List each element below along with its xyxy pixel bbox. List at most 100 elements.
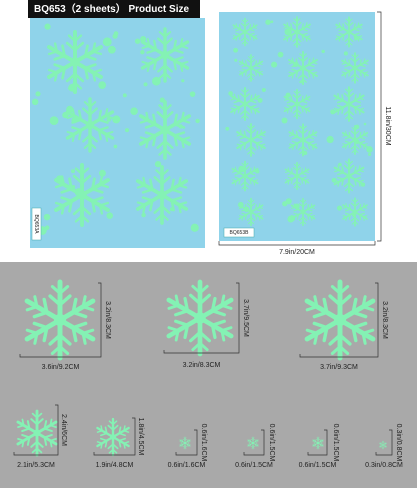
snowflakes [31, 17, 373, 235]
dimension-line [175, 429, 198, 456]
snow-dot [270, 20, 274, 24]
snow-dot [354, 124, 360, 130]
snow-dot [360, 182, 366, 187]
snow-dot [130, 107, 138, 115]
height-label: 0.6in/1.6CM [200, 424, 207, 462]
snow-dot [363, 122, 367, 126]
snow-dot [299, 80, 303, 84]
snow-dot [44, 23, 51, 30]
snow-dot [257, 97, 263, 103]
snow-dot [225, 126, 230, 131]
items: 3.6in/9.2CM 3.2in/8.3CM 3.2in/8.3CM 3.7in/9… [13, 282, 403, 469]
dimension-line [218, 241, 376, 246]
snow-dot [284, 28, 292, 36]
snow-dot [159, 97, 165, 103]
snow-dot [265, 19, 271, 25]
snow-dot [228, 91, 234, 96]
width-label: 3.7in/9.3CM [320, 364, 358, 371]
height-label: 2.4in/6CM [60, 414, 67, 446]
snow-dot [321, 49, 325, 54]
header-box [28, 0, 200, 18]
snow-dot [336, 205, 343, 211]
width-label: 3.6in/9.2CM [42, 364, 80, 371]
snow-dot [140, 36, 147, 42]
snow-dot [331, 177, 337, 183]
height-label: 1.8in/4.5CM [137, 418, 144, 456]
snow-dot [122, 93, 127, 98]
snow-dot [352, 212, 357, 218]
snow-dot [107, 45, 116, 54]
snow-dot [98, 81, 107, 89]
dimension-line [299, 282, 379, 358]
snow-dot [287, 215, 295, 223]
snow-dot [71, 117, 78, 124]
snow-dot [282, 201, 288, 207]
snow-dot [68, 83, 77, 92]
width-label: 0.6in/1.5CM [235, 462, 273, 469]
snow-dot [55, 57, 59, 61]
snow-dot [238, 165, 246, 173]
width-label: 0.6in/1.6CM [168, 462, 206, 469]
sheet-label: BQ653B [230, 230, 250, 236]
snow-dot [181, 79, 185, 83]
snow-dot [152, 76, 161, 86]
sheet-label-box [223, 227, 255, 238]
snow-dot [343, 51, 348, 56]
dimension-line [377, 11, 382, 242]
height-label: 3.2in/8.3CM [381, 301, 388, 339]
height-label: 0.3in/0.8CM [395, 424, 402, 462]
snow-dot [234, 58, 238, 62]
snow-dot [154, 160, 162, 168]
dimension-line [13, 404, 59, 456]
snow-dot [35, 91, 41, 97]
snow-dot [255, 169, 260, 174]
snow-dot [366, 146, 373, 153]
snow-dot [112, 33, 118, 39]
snow-dot [285, 198, 292, 205]
snow-dot [261, 88, 266, 93]
snow-dot [112, 115, 121, 124]
snow-dot [43, 213, 51, 221]
width-label: 1.9in/4.8CM [96, 462, 134, 469]
snow-dot [169, 207, 174, 212]
snow-dot [277, 51, 284, 58]
snow-dot [71, 185, 76, 189]
snow-dot [338, 162, 342, 167]
snow-dot [195, 118, 200, 124]
snow-dot [326, 135, 334, 144]
dimension-line [243, 429, 265, 456]
snow-dot [285, 92, 291, 98]
snow-dot [56, 175, 64, 183]
snow-dot [113, 144, 118, 149]
snow-dot [178, 124, 183, 129]
width-label: 3.2in/8.3CM [183, 362, 221, 369]
dimension-line [19, 282, 102, 358]
snow-dot [62, 111, 69, 119]
snow-dot [330, 109, 336, 115]
dimension-line [307, 429, 328, 456]
snow-dot [31, 98, 39, 106]
snow-dot [189, 91, 196, 97]
sheet-label-box [31, 207, 42, 241]
snow-dot [243, 206, 250, 213]
snow-dot [140, 50, 145, 55]
snow-dot [49, 116, 59, 125]
snow-dot [141, 212, 146, 218]
snow-dot [271, 61, 278, 68]
snow-dot [45, 225, 50, 230]
width-label: 0.3in/0.8CM [365, 462, 403, 469]
snow-dot [66, 105, 74, 113]
snow-dot [98, 169, 106, 177]
sheet-b [219, 12, 375, 241]
sheet-width: 7.9in/20CM [279, 249, 315, 256]
snow-dot [254, 96, 258, 100]
height-label: 3.7in/9.5CM [242, 299, 249, 337]
header-title: BQ653（2 sheets） Product Size [34, 2, 189, 15]
snow-dot [124, 128, 130, 133]
snow-dot [281, 117, 288, 124]
snow-dot [293, 61, 299, 68]
snow-dot [237, 201, 244, 208]
sheet-label: BQ653A [33, 215, 39, 235]
